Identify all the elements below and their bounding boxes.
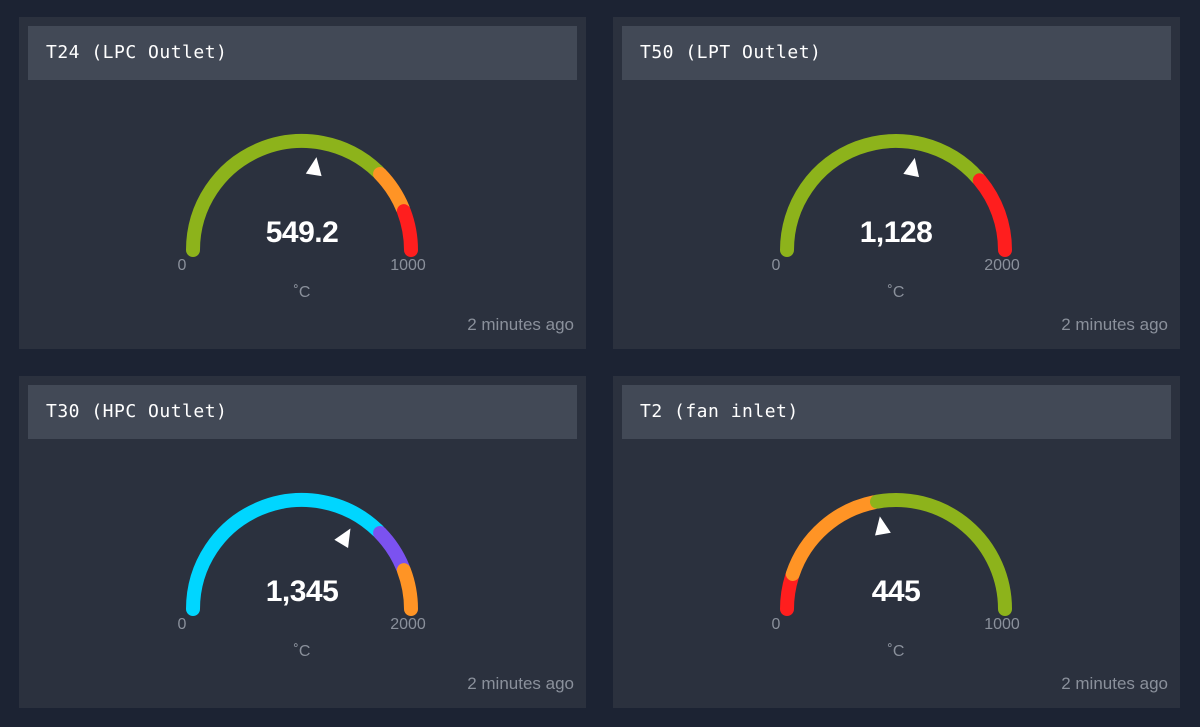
gauge-panel-t2[interactable]: T2 (fan inlet) 445 0 1000 ˚C 2 minutes a…	[613, 376, 1180, 708]
gauge-band	[186, 134, 386, 257]
gauge-max-label: 1000	[984, 616, 1020, 633]
gauge-needle	[903, 157, 920, 178]
gauge-band	[373, 525, 410, 575]
gauge-band	[972, 173, 1012, 257]
gauge-min-label: 0	[178, 257, 187, 274]
gauge-value: 1,345	[266, 575, 339, 608]
gauge-max-label: 1000	[390, 257, 426, 274]
panel-title: T24 (LPC Outlet)	[46, 42, 228, 63]
panel-timestamp: 2 minutes ago	[1061, 674, 1168, 693]
gauge-panel-t30[interactable]: T30 (HPC Outlet) 1,345 0 2000 ˚C 2 minut…	[19, 376, 586, 708]
panel-title: T2 (fan inlet)	[640, 401, 799, 422]
gauge-unit: ˚C	[888, 643, 905, 660]
gauge-unit: ˚C	[294, 643, 311, 660]
gauge-band	[780, 569, 799, 616]
panel-header: T2 (fan inlet)	[622, 385, 1171, 439]
gauge-needle	[305, 157, 322, 177]
panel-timestamp: 2 minutes ago	[467, 674, 574, 693]
panel-title: T30 (HPC Outlet)	[46, 401, 228, 422]
gauge-panel-t24[interactable]: T24 (LPC Outlet) 549.2 0 1000 ˚C 2 minut…	[19, 17, 586, 349]
gauge-band	[373, 166, 410, 216]
gauge-min-label: 0	[178, 616, 187, 633]
panel-timestamp: 2 minutes ago	[1061, 315, 1168, 334]
gauge: 445 0 1000 ˚C	[772, 493, 1020, 660]
panel-header: T50 (LPT Outlet)	[622, 26, 1171, 80]
gauge: 1,128 0 2000 ˚C	[772, 134, 1020, 301]
gauge: 1,345 0 2000 ˚C	[178, 493, 426, 660]
gauge-band	[396, 563, 418, 616]
gauge-panel-t50[interactable]: T50 (LPT Outlet) 1,128 0 2000 ˚C 2 minut…	[613, 17, 1180, 349]
gauge-band	[396, 204, 418, 257]
gauge-unit: ˚C	[888, 284, 905, 301]
gauge-band	[869, 493, 1012, 616]
gauge-band	[780, 134, 985, 257]
gauge-value: 445	[872, 575, 921, 608]
gauge-max-label: 2000	[984, 257, 1020, 274]
panel-header: T30 (HPC Outlet)	[28, 385, 577, 439]
gauge-band	[785, 495, 882, 581]
gauge-min-label: 0	[772, 616, 781, 633]
gauge-needle	[875, 516, 891, 536]
gauge-value: 549.2	[266, 216, 339, 249]
gauge-max-label: 2000	[390, 616, 426, 633]
gauge-needle	[334, 528, 351, 549]
gauge-min-label: 0	[772, 257, 781, 274]
panel-timestamp: 2 minutes ago	[467, 315, 574, 334]
gauge-band	[186, 493, 386, 616]
panel-header: T24 (LPC Outlet)	[28, 26, 577, 80]
gauge: 549.2 0 1000 ˚C	[178, 134, 426, 301]
gauge-value: 1,128	[860, 216, 933, 249]
panel-title: T50 (LPT Outlet)	[640, 42, 822, 63]
gauge-unit: ˚C	[294, 284, 311, 301]
